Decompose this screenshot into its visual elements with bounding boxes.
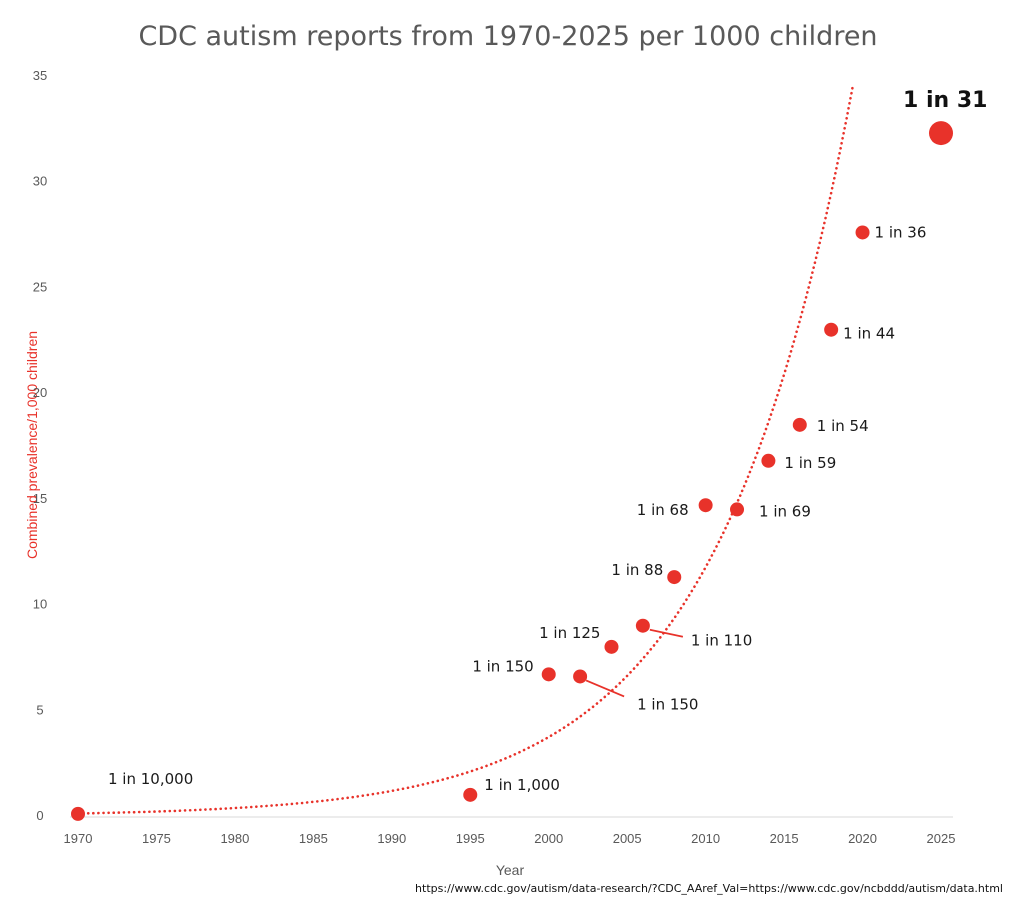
x-tick-label: 2010 xyxy=(691,831,720,846)
data-points xyxy=(71,121,953,821)
x-tick-label: 2000 xyxy=(534,831,563,846)
x-tick-label: 1975 xyxy=(142,831,171,846)
data-point xyxy=(698,498,713,513)
x-tick-label: 1990 xyxy=(377,831,406,846)
y-tick-label: 35 xyxy=(33,68,47,83)
y-tick-label: 0 xyxy=(36,808,43,823)
x-tick-label: 1985 xyxy=(299,831,328,846)
y-tick-label: 10 xyxy=(33,597,47,612)
data-point xyxy=(635,618,650,633)
data-label: 1 in 31 xyxy=(903,88,987,113)
x-tick-label: 1980 xyxy=(220,831,249,846)
data-label: 1 in 110 xyxy=(691,632,752,650)
x-tick-label: 2005 xyxy=(613,831,642,846)
data-point xyxy=(792,417,807,432)
y-tick-label: 25 xyxy=(33,279,47,294)
data-label: 1 in 68 xyxy=(637,501,689,519)
data-labels: 1 in 10,000 1 in 1,000 1 in 150 1 in 150 1 i… xyxy=(108,88,987,794)
data-point xyxy=(541,667,556,682)
y-axis-label: Combined prevalence/1,000 children xyxy=(24,331,40,559)
data-label: 1 in 69 xyxy=(759,502,811,520)
source-url: https://www.cdc.gov/autism/data-research… xyxy=(415,882,1003,895)
y-tick-label: 15 xyxy=(33,491,47,506)
data-label: 1 in 59 xyxy=(784,454,836,472)
data-label: 1 in 10,000 xyxy=(108,770,193,788)
data-label: 1 in 44 xyxy=(843,325,895,343)
data-point xyxy=(824,322,839,337)
data-point xyxy=(667,570,682,585)
y-tick-label: 30 xyxy=(33,174,47,189)
x-tick-label: 2020 xyxy=(848,831,877,846)
data-label: 1 in 88 xyxy=(611,561,663,579)
data-label: 1 in 125 xyxy=(539,624,600,642)
x-tick-label: 2025 xyxy=(927,831,956,846)
data-label: 1 in 150 xyxy=(637,695,698,713)
data-point xyxy=(463,787,478,802)
data-label: 1 in 1,000 xyxy=(484,776,560,794)
data-point xyxy=(855,225,870,240)
data-point xyxy=(761,453,776,468)
x-axis-label: Year xyxy=(496,862,525,878)
x-tick-label: 2015 xyxy=(770,831,799,846)
data-point-highlight xyxy=(929,121,953,146)
label-leader-line xyxy=(649,628,684,638)
chart-title: CDC autism reports from 1970-2025 per 10… xyxy=(138,21,877,52)
y-tick-label: 5 xyxy=(36,702,43,717)
data-label: 1 in 150 xyxy=(472,657,533,675)
data-point xyxy=(573,669,588,684)
data-point xyxy=(730,502,745,517)
data-point xyxy=(604,639,619,654)
data-label: 1 in 54 xyxy=(817,417,869,435)
y-tick-label: 20 xyxy=(33,385,47,400)
data-point xyxy=(71,806,85,821)
x-tick-label: 1970 xyxy=(64,831,93,846)
label-leader-line xyxy=(585,679,625,698)
data-label: 1 in 36 xyxy=(875,223,927,241)
x-tick-label: 1995 xyxy=(456,831,485,846)
